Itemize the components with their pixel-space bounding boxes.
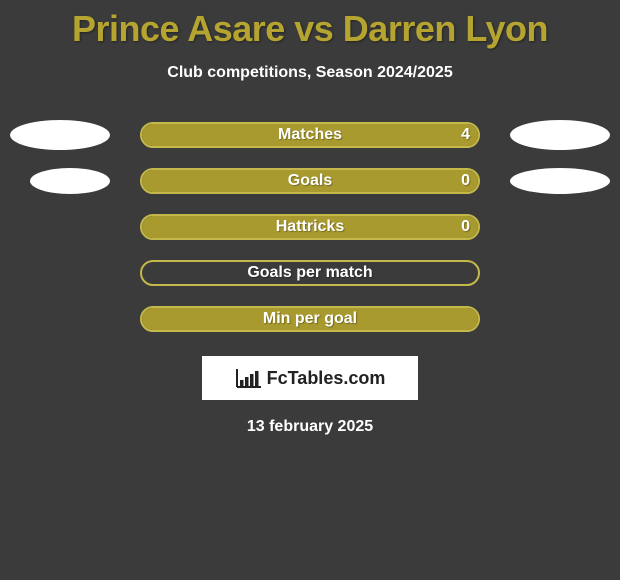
date-line: 13 february 2025: [0, 418, 620, 436]
bar-fill: [142, 170, 478, 192]
left-ellipse: [30, 168, 110, 194]
left-ellipse: [10, 120, 110, 150]
stat-bar: Goals per match: [140, 260, 480, 286]
stat-bar: Goals0: [140, 168, 480, 194]
stat-row: Min per goal: [0, 296, 620, 342]
stat-value: 0: [461, 168, 470, 194]
right-ellipse: [510, 168, 610, 194]
stat-value: 0: [461, 214, 470, 240]
comparison-infographic: Prince Asare vs Darren Lyon Club competi…: [0, 0, 620, 436]
stat-row: Goals0: [0, 158, 620, 204]
bar-outline: [140, 122, 480, 148]
stat-bar: Matches4: [140, 122, 480, 148]
bar-fill: [142, 216, 478, 238]
stat-value: 4: [461, 122, 470, 148]
bar-outline: [140, 168, 480, 194]
bar-outline: [140, 260, 480, 286]
subtitle: Club competitions, Season 2024/2025: [0, 64, 620, 82]
bar-chart-icon: [235, 367, 263, 389]
right-ellipse: [510, 120, 610, 150]
stat-row: Goals per match: [0, 250, 620, 296]
bar-outline: [140, 214, 480, 240]
logo-text: FcTables.com: [267, 368, 386, 389]
bar-fill: [142, 308, 478, 330]
logo: FcTables.com: [235, 367, 386, 389]
stat-bar: Min per goal: [140, 306, 480, 332]
logo-box: FcTables.com: [202, 356, 418, 400]
stat-bar: Hattricks0: [140, 214, 480, 240]
page-title: Prince Asare vs Darren Lyon: [0, 8, 620, 50]
bar-outline: [140, 306, 480, 332]
stat-rows: Matches4 Goals0 Hattricks0 Goals per match M…: [0, 112, 620, 342]
bar-fill: [142, 124, 478, 146]
stat-row: Hattricks0: [0, 204, 620, 250]
stat-row: Matches4: [0, 112, 620, 158]
